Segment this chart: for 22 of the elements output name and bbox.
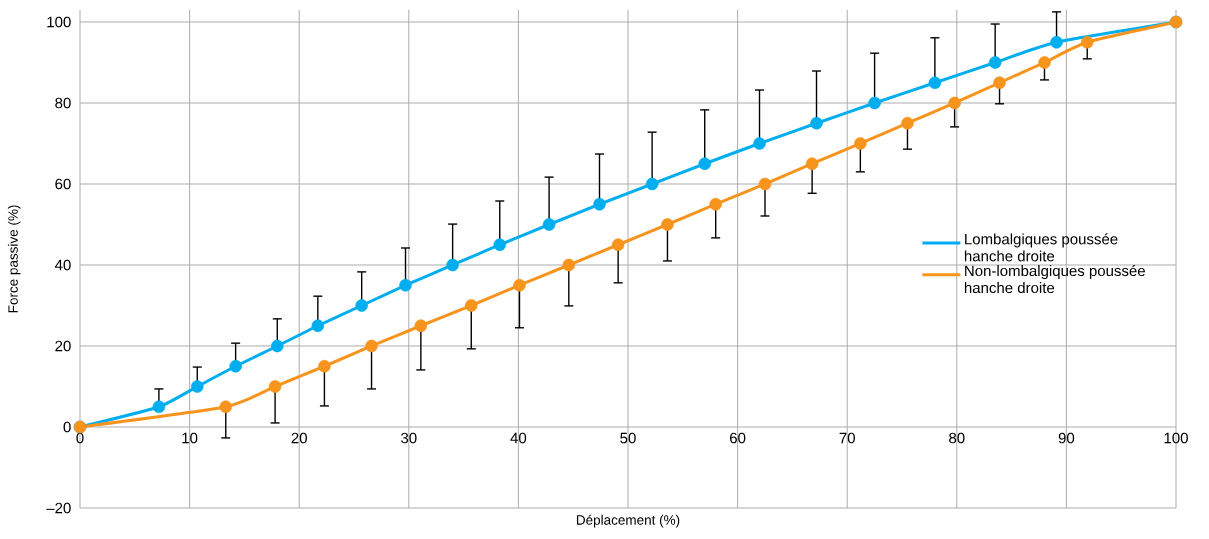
y-axis-title: Force passive (%) [7,205,21,313]
y-tick-label: 60 [55,178,71,190]
y-tick-label: 100 [47,16,71,28]
y-tick-label: 20 [55,340,71,352]
x-tick-label: 10 [182,432,198,444]
x-tick-label: 80 [949,432,965,444]
legend-label: Non-lombalgiques poussée hanche droite [964,264,1145,294]
x-tick-label: 0 [76,432,84,444]
y-tick-label: 40 [54,259,71,271]
x-tick-label: 50 [620,432,636,444]
x-tick-label: 20 [291,432,307,444]
legend-label: Lombalgiques poussée hanche droite [964,233,1118,262]
x-tick-label: 100 [1164,432,1188,444]
x-tick-label: 30 [401,432,417,444]
y-tick-label: 80 [55,97,71,109]
y-tick-label: –20 [46,502,71,514]
x-tick-label: 70 [839,432,855,444]
x-axis-title: Déplacement (%) [576,514,680,528]
x-tick-label: 90 [1058,432,1075,444]
x-tick-label: 40 [510,432,527,444]
y-tick-label: 0 [63,421,71,433]
x-tick-label: 60 [730,432,746,444]
